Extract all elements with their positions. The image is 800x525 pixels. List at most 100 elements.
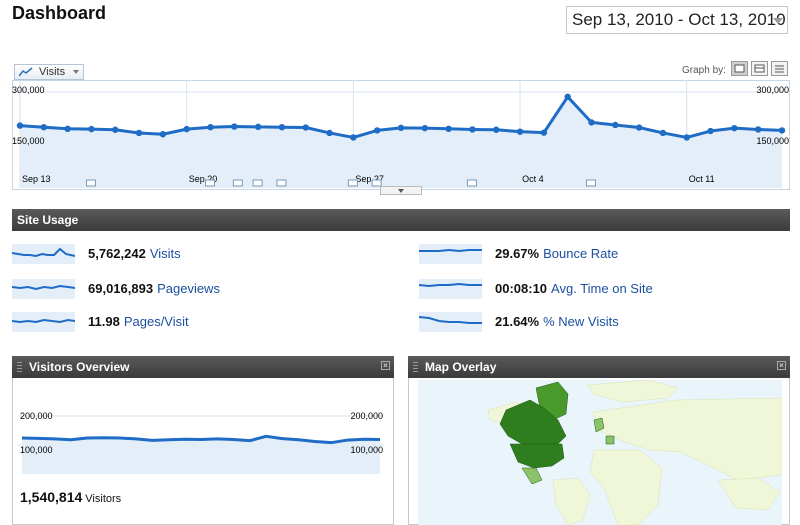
- data-point[interactable]: [207, 124, 214, 131]
- x-axis-tick-label: Oct 11: [689, 174, 715, 184]
- visits-area: [20, 96, 782, 188]
- data-point[interactable]: [564, 93, 571, 100]
- chevron-down-icon: [398, 189, 404, 193]
- annotation-icon[interactable]: [466, 179, 477, 187]
- data-point[interactable]: [350, 134, 357, 141]
- metric-pageviews[interactable]: 69,016,893 Pageviews: [12, 279, 392, 301]
- annotation-icon[interactable]: [347, 179, 358, 187]
- graph-by-month-button[interactable]: [771, 61, 788, 76]
- date-range-label: Sep 13, 2010 - Oct 13, 2010: [572, 10, 786, 29]
- map-overlay-title: Map Overlay: [425, 360, 497, 374]
- x-axis-tick-label: Sep 27: [355, 174, 384, 184]
- annotation-icon[interactable]: [371, 179, 382, 187]
- day-icon: [734, 64, 745, 73]
- sparkline-new-visits: [419, 312, 482, 332]
- metric-avg-time-on-site-link[interactable]: Avg. Time on Site: [551, 281, 653, 296]
- data-point[interactable]: [112, 126, 119, 133]
- metric-pages-per-visit[interactable]: 11.98 Pages/Visit: [12, 312, 392, 334]
- sparkline-pageviews: [12, 279, 75, 299]
- metric-avg-time-on-site[interactable]: 00:08:10 Avg. Time on Site: [419, 279, 789, 301]
- data-point[interactable]: [588, 119, 595, 126]
- metric-dropdown[interactable]: Visits: [14, 64, 84, 80]
- data-point[interactable]: [159, 131, 167, 138]
- y-axis-top-label-left: 300,000: [12, 85, 45, 95]
- data-point[interactable]: [16, 122, 24, 129]
- chevron-down-icon: [73, 70, 79, 74]
- annotation-icon[interactable]: [85, 179, 96, 187]
- annotation-icon[interactable]: [252, 179, 263, 187]
- chart-collapse-handle[interactable]: [380, 186, 422, 195]
- data-point[interactable]: [445, 125, 452, 132]
- data-point[interactable]: [707, 127, 714, 135]
- map-overlay-header[interactable]: Map Overlay ×: [408, 356, 790, 378]
- date-range-picker[interactable]: Sep 13, 2010 - Oct 13, 2010: [566, 6, 788, 34]
- page-title: Dashboard: [12, 3, 107, 23]
- sparkline-visits: [12, 244, 75, 264]
- visitors-total-label: Visitors: [85, 493, 122, 505]
- metric-pageviews-link[interactable]: Pageviews: [157, 281, 220, 296]
- metric-pageviews-value: 69,016,893: [88, 281, 154, 296]
- x-axis-tick-label: Oct 4: [522, 174, 544, 184]
- data-point[interactable]: [326, 129, 333, 137]
- sparkline-avg-time-on-site: [419, 279, 482, 299]
- visitors-overview-header[interactable]: Visitors Overview ×: [12, 356, 394, 378]
- annotation-icon[interactable]: [276, 179, 287, 187]
- metric-pages-per-visit-link[interactable]: Pages/Visit: [123, 314, 189, 329]
- map-region-africa: [589, 449, 663, 525]
- data-point[interactable]: [612, 121, 619, 129]
- data-point[interactable]: [421, 124, 429, 132]
- data-point[interactable]: [40, 124, 48, 131]
- y-axis-mid-label-left: 150,000: [12, 136, 45, 146]
- sparkline-bounce-rate: [419, 244, 482, 264]
- visitors-y-mid-label-right: 100,000: [350, 445, 383, 455]
- close-icon[interactable]: ×: [381, 361, 390, 370]
- visitors-trend-chart[interactable]: 200,000 100,000 200,000 100,000: [18, 408, 384, 480]
- metric-bounce-rate[interactable]: 29.67% Bounce Rate: [419, 244, 789, 266]
- data-point[interactable]: [183, 125, 190, 133]
- data-point[interactable]: [635, 124, 643, 131]
- data-point[interactable]: [397, 124, 405, 132]
- data-point[interactable]: [88, 125, 95, 133]
- data-point[interactable]: [278, 124, 286, 131]
- data-point[interactable]: [754, 126, 762, 133]
- metric-dropdown-label: Visits: [39, 66, 66, 78]
- data-point[interactable]: [540, 129, 548, 136]
- metric-bounce-rate-link[interactable]: Bounce Rate: [543, 246, 619, 261]
- data-point[interactable]: [231, 123, 238, 130]
- close-icon[interactable]: ×: [777, 361, 786, 370]
- map-region-arctic: [587, 380, 679, 403]
- world-map[interactable]: [418, 380, 782, 525]
- visits-trend-chart[interactable]: 300,000 150,000 300,000 150,000 Sep 13 Se…: [12, 80, 790, 198]
- data-point[interactable]: [254, 123, 262, 131]
- graph-by-day-button[interactable]: [731, 61, 748, 76]
- sparkline-pages-per-visit: [12, 312, 75, 332]
- data-point[interactable]: [373, 127, 381, 134]
- data-point[interactable]: [64, 125, 71, 132]
- site-usage-header: Site Usage: [12, 209, 790, 231]
- drag-handle-icon[interactable]: [17, 362, 22, 372]
- data-point[interactable]: [516, 128, 524, 135]
- metric-new-visits-value: 21.64%: [495, 314, 540, 329]
- data-point[interactable]: [135, 129, 143, 137]
- data-point[interactable]: [683, 134, 690, 141]
- data-point[interactable]: [731, 124, 738, 132]
- data-point[interactable]: [302, 124, 309, 131]
- metric-visits-link[interactable]: Visits: [149, 246, 181, 261]
- annotation-icon[interactable]: [205, 179, 215, 187]
- map-region-united-states: [509, 443, 565, 469]
- metric-visits[interactable]: 5,762,242 Visits: [12, 244, 392, 266]
- drag-handle-icon[interactable]: [413, 362, 418, 372]
- data-point[interactable]: [778, 127, 786, 134]
- visitors-total-value: 1,540,814: [20, 489, 83, 505]
- metric-new-visits[interactable]: 21.64%% New Visits: [419, 312, 789, 334]
- annotation-icon[interactable]: [232, 179, 243, 187]
- data-point[interactable]: [659, 129, 667, 137]
- metric-bounce-rate-value: 29.67%: [495, 246, 540, 261]
- metric-avg-time-on-site-value: 00:08:10: [495, 281, 548, 296]
- graph-by-week-button[interactable]: [751, 61, 768, 76]
- data-point[interactable]: [493, 126, 500, 133]
- metric-new-visits-link[interactable]: % New Visits: [543, 314, 619, 329]
- annotation-icon[interactable]: [586, 179, 596, 187]
- data-point[interactable]: [469, 126, 476, 133]
- visitors-overview-title: Visitors Overview: [29, 360, 130, 374]
